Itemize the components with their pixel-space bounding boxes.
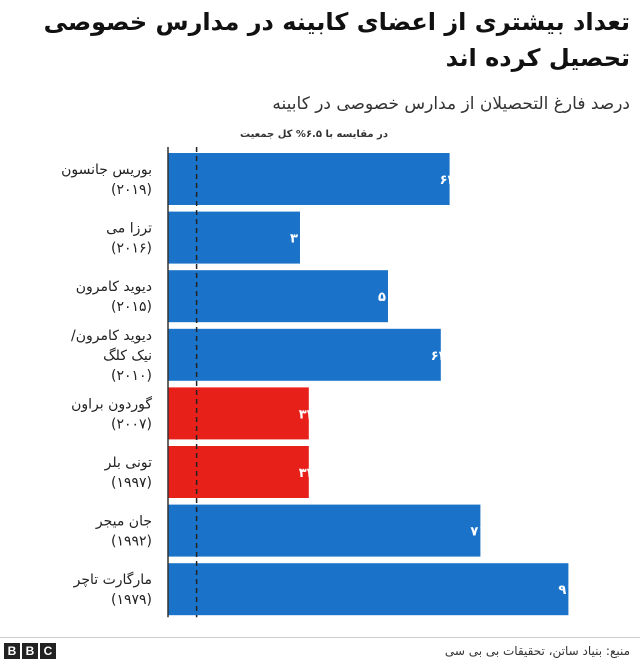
footer-divider [0,637,640,638]
bar [168,563,569,616]
category-name-label: دیوید کامرون [76,279,152,295]
bar-value-label: ۶۲% [431,349,460,364]
category-name-label: بوریس جانسون [61,162,152,178]
category-name-label: جان میجر [95,514,152,530]
category-year-label: (۲۰۱۶) [111,241,152,257]
bar [168,328,441,381]
category-year-label: (۲۰۱۰) [111,368,152,384]
category-year-label: (۲۰۱۹) [111,182,152,198]
category-name-label: نیک کلگ [103,347,152,364]
bbc-logo-letter: C [40,643,56,659]
bar-value-label: ۶۴% [440,173,469,188]
bar [168,446,309,498]
category-year-label: (۱۹۷۹) [111,592,152,608]
bbc-logo-letter: B [22,643,38,659]
category-name-label: دیوید کامرون/ [71,328,152,344]
bar [168,153,450,205]
bar [168,387,309,440]
bbc-logo-letter: B [4,643,20,659]
bbc-logo: B B C [4,643,56,659]
bar [168,270,388,323]
bar [168,211,300,264]
category-year-label: (۲۰۱۵) [111,299,152,315]
source-note: منبع: بنیاد ساتن، تحقیقات بی بی سی [444,644,630,658]
chart-subtitle: درصد فارغ التحصیلان از مدارس خصوصی در کا… [272,94,630,114]
bar-value-label: ۹۱% [558,583,587,598]
bar-chart: ۶۴% بوریس جانسون (۲۰۱۹) ۳۰% ترزا می (۲۰۱۶) ۵۰%… [61,129,587,618]
category-year-label: (۲۰۰۷) [111,416,152,432]
category-name-label: مارگارت تاچر [73,571,152,588]
bar-value-label: ۳۲% [299,466,328,481]
bar-value-label: ۳۰% [290,232,319,247]
reference-line-label: در مقایسه با ۶.۵% کل جمعیت [240,129,388,140]
bar-value-label: ۳۲% [299,407,328,422]
category-name-label: گوردون براون [71,395,152,412]
category-name-label: تونی بلر [104,455,153,471]
category-year-label: (۱۹۹۲) [111,534,152,550]
category-name-label: ترزا می [106,221,152,237]
category-year-label: (۱۹۹۷) [111,475,152,491]
bar-value-label: ۵۰% [378,290,407,305]
bar [168,504,481,557]
chart-title: تعداد بیشتری از اعضای کابینه در مدارس خص… [43,8,630,72]
bar-value-label: ۷۱% [470,525,499,540]
